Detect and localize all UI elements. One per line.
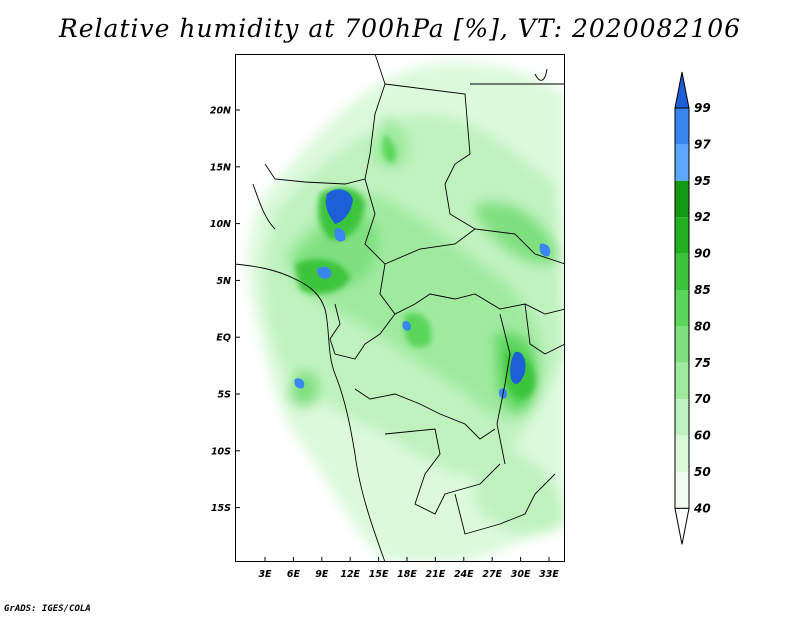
colorbar-bottom-arrow	[674, 507, 690, 545]
colorbar-label: 97	[694, 137, 711, 151]
colorbar-segment	[675, 290, 689, 327]
footer-credit: GrADS: IGES/COLA	[4, 604, 91, 614]
colorbar-segment	[675, 326, 689, 363]
lat-label: 15N	[210, 162, 231, 173]
lon-label: 6E	[287, 569, 301, 580]
colorbar-segment	[675, 362, 689, 400]
colorbar: 99 97 95 92 90 85 80 75 70 60 50 40	[674, 71, 711, 545]
chart-title: Relative humidity at 700hPa [%], VT: 202…	[58, 14, 742, 43]
high-humidity-patches	[294, 189, 551, 399]
lon-label: 15E	[369, 569, 389, 580]
lon-label: 9E	[315, 569, 329, 580]
lon-label: 12E	[340, 569, 360, 580]
map-frame	[235, 54, 565, 562]
longitude-axis: 3E 6E 9E 12E 15E 18E 21E 24E 27E 30E 33E	[258, 557, 559, 580]
lon-label: 30E	[511, 569, 531, 580]
colorbar-label: 85	[694, 283, 711, 297]
colorbar-label: 99	[694, 101, 711, 115]
colorbar-segment	[675, 217, 689, 254]
colorbar-segment	[675, 180, 689, 218]
lon-label: 3E	[258, 569, 272, 580]
lat-label: 5S	[218, 390, 232, 401]
colorbar-label: 95	[694, 174, 711, 188]
colorbar-segment	[675, 399, 689, 436]
colorbar-label: 80	[694, 319, 711, 333]
colorbar-label: 40	[693, 501, 711, 515]
colorbar-label: 70	[694, 392, 711, 406]
colorbar-segment	[675, 435, 689, 472]
lat-label: 15S	[211, 503, 231, 514]
lon-label: 21E	[426, 569, 446, 580]
colorbar-top-arrow	[674, 71, 690, 109]
colorbar-segment	[675, 253, 689, 290]
colorbar-segment	[675, 472, 689, 509]
lat-label: EQ	[216, 333, 231, 344]
lon-label: 33E	[539, 569, 559, 580]
colorbar-label: 75	[694, 356, 711, 370]
colorbar-label: 90	[694, 247, 711, 261]
coastline-and-borders	[235, 54, 565, 562]
humidity-map	[235, 54, 565, 562]
colorbar-label: 60	[694, 429, 711, 443]
colorbar-segment	[675, 144, 689, 181]
colorbar-segment	[675, 108, 689, 145]
latitude-axis: 20N 15N 10N 5N EQ 5S 10S 15S	[210, 106, 240, 514]
map-canvas	[235, 54, 565, 562]
lat-label: 10N	[210, 219, 231, 230]
lat-label: 10S	[211, 446, 231, 457]
lon-label: 27E	[482, 569, 502, 580]
lat-label: 20N	[210, 106, 231, 117]
lat-label: 5N	[216, 276, 231, 287]
colorbar-label: 50	[694, 465, 711, 479]
lon-label: 18E	[397, 569, 417, 580]
colorbar-label: 92	[694, 210, 711, 224]
lon-label: 24E	[454, 569, 474, 580]
